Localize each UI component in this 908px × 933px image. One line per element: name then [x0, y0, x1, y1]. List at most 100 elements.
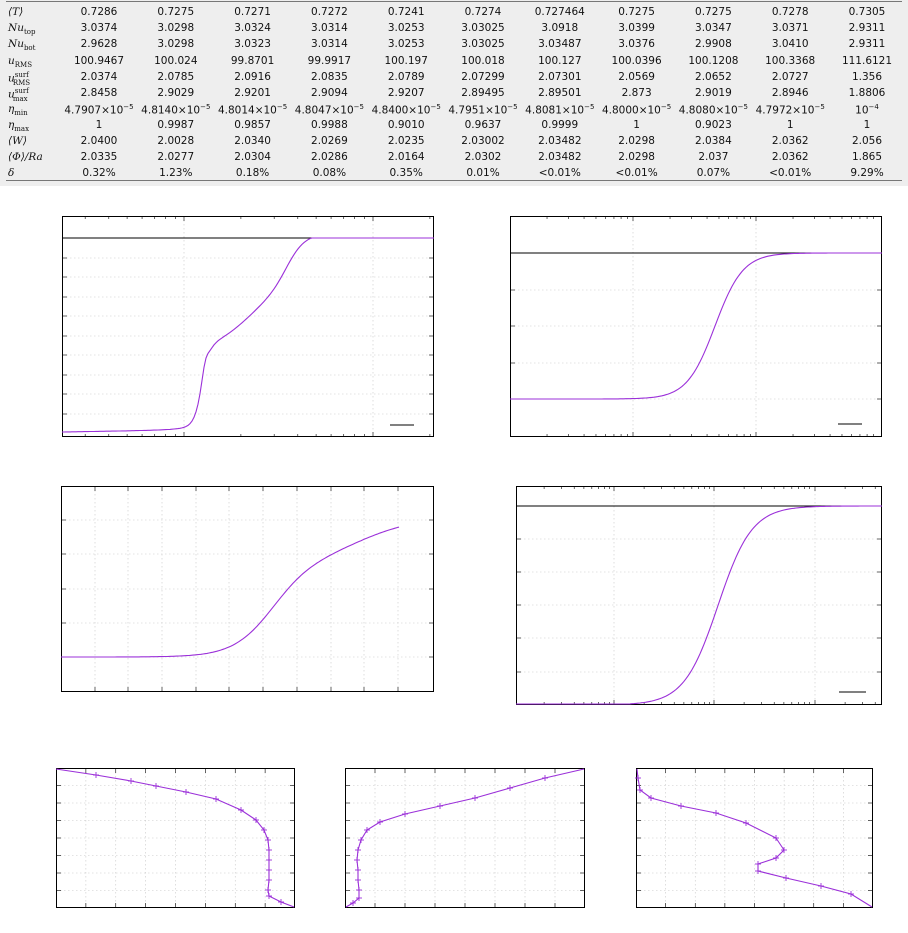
cell-value: 2.0374	[80, 71, 118, 83]
cell-value: 2.056	[851, 135, 883, 147]
cell-value: 2.9311	[848, 22, 886, 34]
cell-value: 4.7972×10	[755, 104, 815, 117]
cell-value: 3.0371	[771, 22, 809, 34]
cell-value: 3.0374	[80, 22, 118, 34]
table-row: Nubot 2.9628 3.0298 3.0323 3.0314 3.0253 3.030…	[0, 38, 908, 52]
cell-value: <0.01%	[538, 167, 581, 179]
row-label-main: Nu	[8, 22, 24, 34]
plot-frame	[61, 486, 434, 692]
table-cell: 99.9917	[286, 55, 372, 67]
cell-value: 0.9010	[387, 119, 425, 131]
table-cell: 2.037	[670, 151, 756, 163]
table-cell: 2.0789	[363, 71, 449, 83]
cell-value: 3.0314	[311, 22, 348, 34]
table-cell: 1	[594, 119, 680, 131]
cell-value: 3.0253	[387, 22, 425, 34]
table-cell: 1.356	[824, 71, 908, 83]
table-cell: 2.03002	[440, 135, 526, 147]
table-cell: 10−4	[824, 103, 908, 117]
cell-value: 2.0028	[157, 135, 195, 147]
table-cell: 4.8047×10−5	[286, 103, 372, 117]
plot-top-left	[62, 216, 434, 437]
table-cell: 9.29%	[824, 167, 908, 179]
cell-exponent: −5	[276, 103, 288, 111]
cell-value: 2.07301	[538, 71, 582, 83]
row-label-main: η	[8, 119, 15, 131]
cell-value: 1.356	[851, 71, 883, 83]
cell-value: 0.32%	[82, 167, 116, 179]
cell-value: 1.865	[851, 151, 883, 163]
cell-value: 2.0400	[80, 135, 118, 147]
table-cell: 2.8458	[56, 87, 142, 99]
cell-exponent: −5	[430, 103, 441, 111]
cell-exponent: −5	[200, 103, 211, 111]
table-cell: 2.0298	[594, 151, 680, 163]
data-curve	[55, 768, 295, 908]
table-cell: 0.9857	[210, 119, 296, 131]
table-cell: 0.9987	[133, 119, 219, 131]
table-cell: 2.0374	[56, 71, 142, 83]
table-cell: 4.8140×10−5	[133, 103, 219, 117]
table-cell: 2.0028	[133, 135, 219, 147]
plot-middle-right	[516, 486, 882, 705]
cell-value: 0.727464	[534, 6, 585, 18]
cell-value: 0.7241	[387, 6, 425, 18]
data-table: ⟨T⟩ 0.7286 0.7275 0.7271 0.7272 0.7241 0.7274 0…	[0, 0, 908, 186]
cell-value: 3.0298	[157, 22, 195, 34]
row-label-main: u	[8, 88, 15, 101]
table-cell: 2.0362	[747, 151, 833, 163]
cell-value: 2.0304	[234, 151, 271, 163]
cell-value: 0.9999	[541, 119, 579, 131]
table-cell: 2.0384	[670, 135, 756, 147]
row-label-main: u	[8, 55, 15, 67]
table-cell: 2.0302	[440, 151, 526, 163]
cell-value: 4.8080×10	[678, 104, 738, 117]
cell-value: 4.8014×10	[217, 104, 277, 117]
table-cell: 3.0399	[594, 22, 680, 34]
table-cell: 2.0340	[210, 135, 296, 147]
cell-exponent: −5	[584, 103, 595, 111]
data-curve	[516, 505, 882, 705]
cell-value: 2.0340	[234, 135, 271, 147]
row-label-sub: min	[14, 109, 28, 118]
row-label-main: ⟨T⟩	[8, 6, 24, 18]
cell-value: 2.0362	[771, 151, 809, 163]
cell-value: 2.0286	[311, 151, 348, 163]
table-cell: 1	[824, 119, 908, 131]
cell-value: 4.8081×10	[525, 104, 585, 117]
table-row: usurfmax 2.8458 2.9029 2.9201 2.9094 2.9207 2.…	[0, 87, 908, 103]
row-label: δ	[8, 167, 14, 179]
table-cell: 2.0916	[210, 71, 296, 83]
cell-value: 0.7271	[234, 6, 271, 18]
cell-value: 100.197	[384, 55, 428, 67]
table-top-rule	[6, 1, 902, 2]
table-row: Nutop 3.0374 3.0298 3.0324 3.0314 3.0253 3.030…	[0, 22, 908, 37]
table-cell: 111.6121	[824, 55, 908, 67]
cell-value: 0.18%	[235, 167, 270, 179]
table-cell: 2.873	[594, 87, 680, 99]
row-label-sub: top	[23, 28, 36, 37]
table-cell: 1	[747, 119, 833, 131]
cell-value: 2.0164	[387, 151, 425, 163]
cell-value: 2.9311	[848, 38, 886, 50]
row-label-main: η	[8, 103, 15, 115]
table-cell: 0.9010	[363, 119, 449, 131]
cell-value: 2.0298	[618, 151, 655, 163]
cell-value: 2.0235	[387, 135, 425, 147]
row-label-main: ⟨Φ⟩/Ra	[8, 151, 43, 163]
cell-value: 3.0410	[771, 38, 809, 50]
cell-value: 2.0835	[311, 71, 348, 83]
table-cell: 2.0286	[286, 151, 372, 163]
table-cell: 0.7274	[440, 6, 526, 18]
cell-value: 100.1208	[688, 55, 739, 67]
data-curve	[62, 237, 434, 433]
row-label: ηmax	[8, 119, 29, 133]
plot-bottom-3	[635, 768, 873, 908]
table-row: δ 0.32% 1.23% 0.18% 0.08% 0.35% 0.01% <0.01% <0.…	[0, 167, 908, 180]
row-label-main: u	[8, 72, 15, 85]
table-cell: 3.0347	[670, 22, 756, 34]
table-cell: 2.9029	[133, 87, 219, 99]
cell-value: 0.7278	[771, 6, 809, 18]
plot-middle-left	[61, 486, 434, 692]
table-cell: <0.01%	[594, 167, 680, 179]
